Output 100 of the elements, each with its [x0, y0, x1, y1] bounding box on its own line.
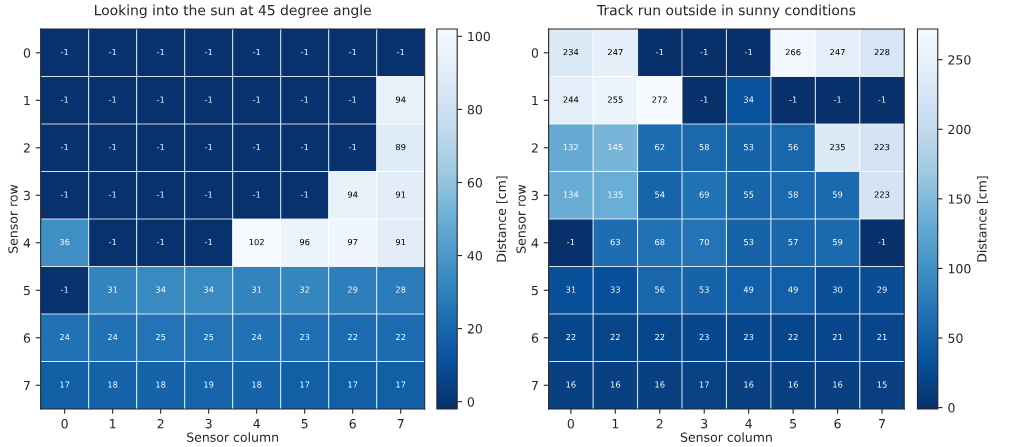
color-bar-label: 100 [948, 263, 971, 274]
data-label: -1 [252, 144, 261, 151]
data-label: 255 [607, 96, 623, 103]
data-label: 55 [744, 191, 754, 198]
data-label: 21 [877, 333, 887, 341]
data-label: -1 [60, 191, 69, 198]
y-tick-label: 0 [531, 48, 539, 58]
data-label: 17 [348, 381, 358, 388]
data-label: -1 [156, 239, 165, 246]
data-label: 17 [699, 381, 709, 388]
x-tick-label: 7 [879, 419, 885, 429]
data-label: 53 [699, 286, 709, 293]
data-label: -1 [108, 49, 117, 56]
color-bar-label: 100 [468, 31, 490, 42]
x-tick-label: 0 [567, 418, 575, 429]
data-label: -1 [60, 96, 69, 103]
data-label: 56 [788, 143, 798, 151]
color-bar-label: 0 [948, 403, 955, 413]
color-bar-title: Distance [cm] [496, 176, 508, 262]
data-label: 94 [347, 191, 358, 198]
data-label: 22 [655, 333, 665, 341]
data-label: -1 [156, 144, 165, 151]
data-label: -1 [156, 49, 165, 56]
data-label: 49 [788, 286, 798, 293]
data-label: -1 [204, 239, 213, 246]
data-label: 29 [347, 286, 358, 293]
data-label: 58 [788, 191, 798, 198]
data-label: -1 [60, 49, 69, 56]
x-tick-label: 2 [656, 418, 663, 429]
data-label: 16 [566, 381, 576, 388]
y-tick-label: 4 [531, 238, 539, 248]
data-label: 15 [877, 381, 887, 388]
chart-title: Track run outside in sunny conditions [596, 4, 856, 19]
data-label: 22 [347, 333, 358, 341]
x-tick-label: 6 [834, 418, 841, 429]
data-label: 23 [699, 333, 709, 341]
data-label: 33 [610, 286, 620, 293]
x-tick-label: 0 [61, 418, 68, 429]
y-axis-title: Sensor row [516, 184, 526, 253]
data-label: -1 [108, 144, 117, 151]
data-label: 58 [699, 143, 709, 151]
y-tick-label: 7 [23, 380, 30, 391]
data-label: -1 [108, 96, 117, 103]
data-label: -1 [300, 49, 309, 56]
data-label: -1 [300, 191, 309, 198]
data-label: -1 [60, 144, 69, 151]
data-label: 244 [563, 96, 579, 103]
data-label: -1 [60, 286, 69, 293]
y-tick-label: 5 [23, 285, 30, 296]
x-tick-label: 5 [790, 419, 796, 429]
y-tick-label: 0 [23, 48, 31, 58]
data-label: -1 [252, 96, 261, 103]
data-label: 23 [743, 333, 754, 341]
y-tick-label: 3 [531, 190, 538, 201]
data-label: -1 [833, 96, 841, 103]
data-label: 28 [395, 286, 406, 293]
y-tick-label: 4 [23, 238, 31, 248]
data-label: 247 [607, 48, 623, 56]
data-label: 31 [107, 286, 118, 293]
data-label: 97 [347, 238, 358, 246]
color-bar-label: 250 [948, 55, 971, 65]
data-label: 223 [874, 191, 890, 198]
data-label: 70 [699, 238, 709, 246]
data-label: -1 [348, 96, 357, 103]
data-label: 63 [610, 238, 620, 246]
data-label: 18 [156, 381, 166, 388]
data-label: 53 [744, 143, 754, 151]
x-tick-label: 4 [253, 419, 260, 429]
y-tick-label: 2 [23, 143, 30, 153]
data-label: -1 [348, 49, 357, 56]
data-label: 91 [395, 191, 406, 198]
chart-title: Looking into the sun at 45 degree angle [95, 4, 371, 19]
data-label: 17 [396, 381, 406, 388]
data-label: 34 [744, 96, 754, 103]
data-label: -1 [789, 96, 797, 103]
data-label: 24 [251, 333, 262, 341]
data-label: 22 [788, 333, 798, 341]
x-tick-label: 4 [745, 419, 752, 429]
data-label: -1 [108, 191, 117, 198]
data-label: 56 [655, 286, 665, 293]
data-label: 49 [743, 286, 754, 293]
data-label: 16 [610, 381, 621, 388]
y-axis-title: Sensor row [8, 184, 18, 253]
data-label: 34 [203, 286, 214, 293]
data-label: 266 [785, 48, 801, 56]
data-label: 53 [744, 238, 754, 246]
data-label: 34 [155, 286, 166, 293]
data-label: 96 [299, 238, 310, 246]
color-bar-label: 60 [467, 177, 482, 188]
data-label: 68 [655, 238, 665, 246]
data-label: 57 [788, 239, 798, 246]
data-label: 62 [655, 143, 665, 151]
data-label: -1 [567, 239, 575, 246]
x-tick-label: 5 [301, 419, 308, 429]
data-label: -1 [700, 96, 708, 103]
data-label: 102 [249, 238, 264, 246]
y-tick-label: 3 [23, 190, 30, 201]
color-bar-label: 150 [948, 194, 971, 204]
x-axis-title: Sensor column [187, 432, 279, 442]
color-bar-label: 200 [948, 124, 971, 135]
